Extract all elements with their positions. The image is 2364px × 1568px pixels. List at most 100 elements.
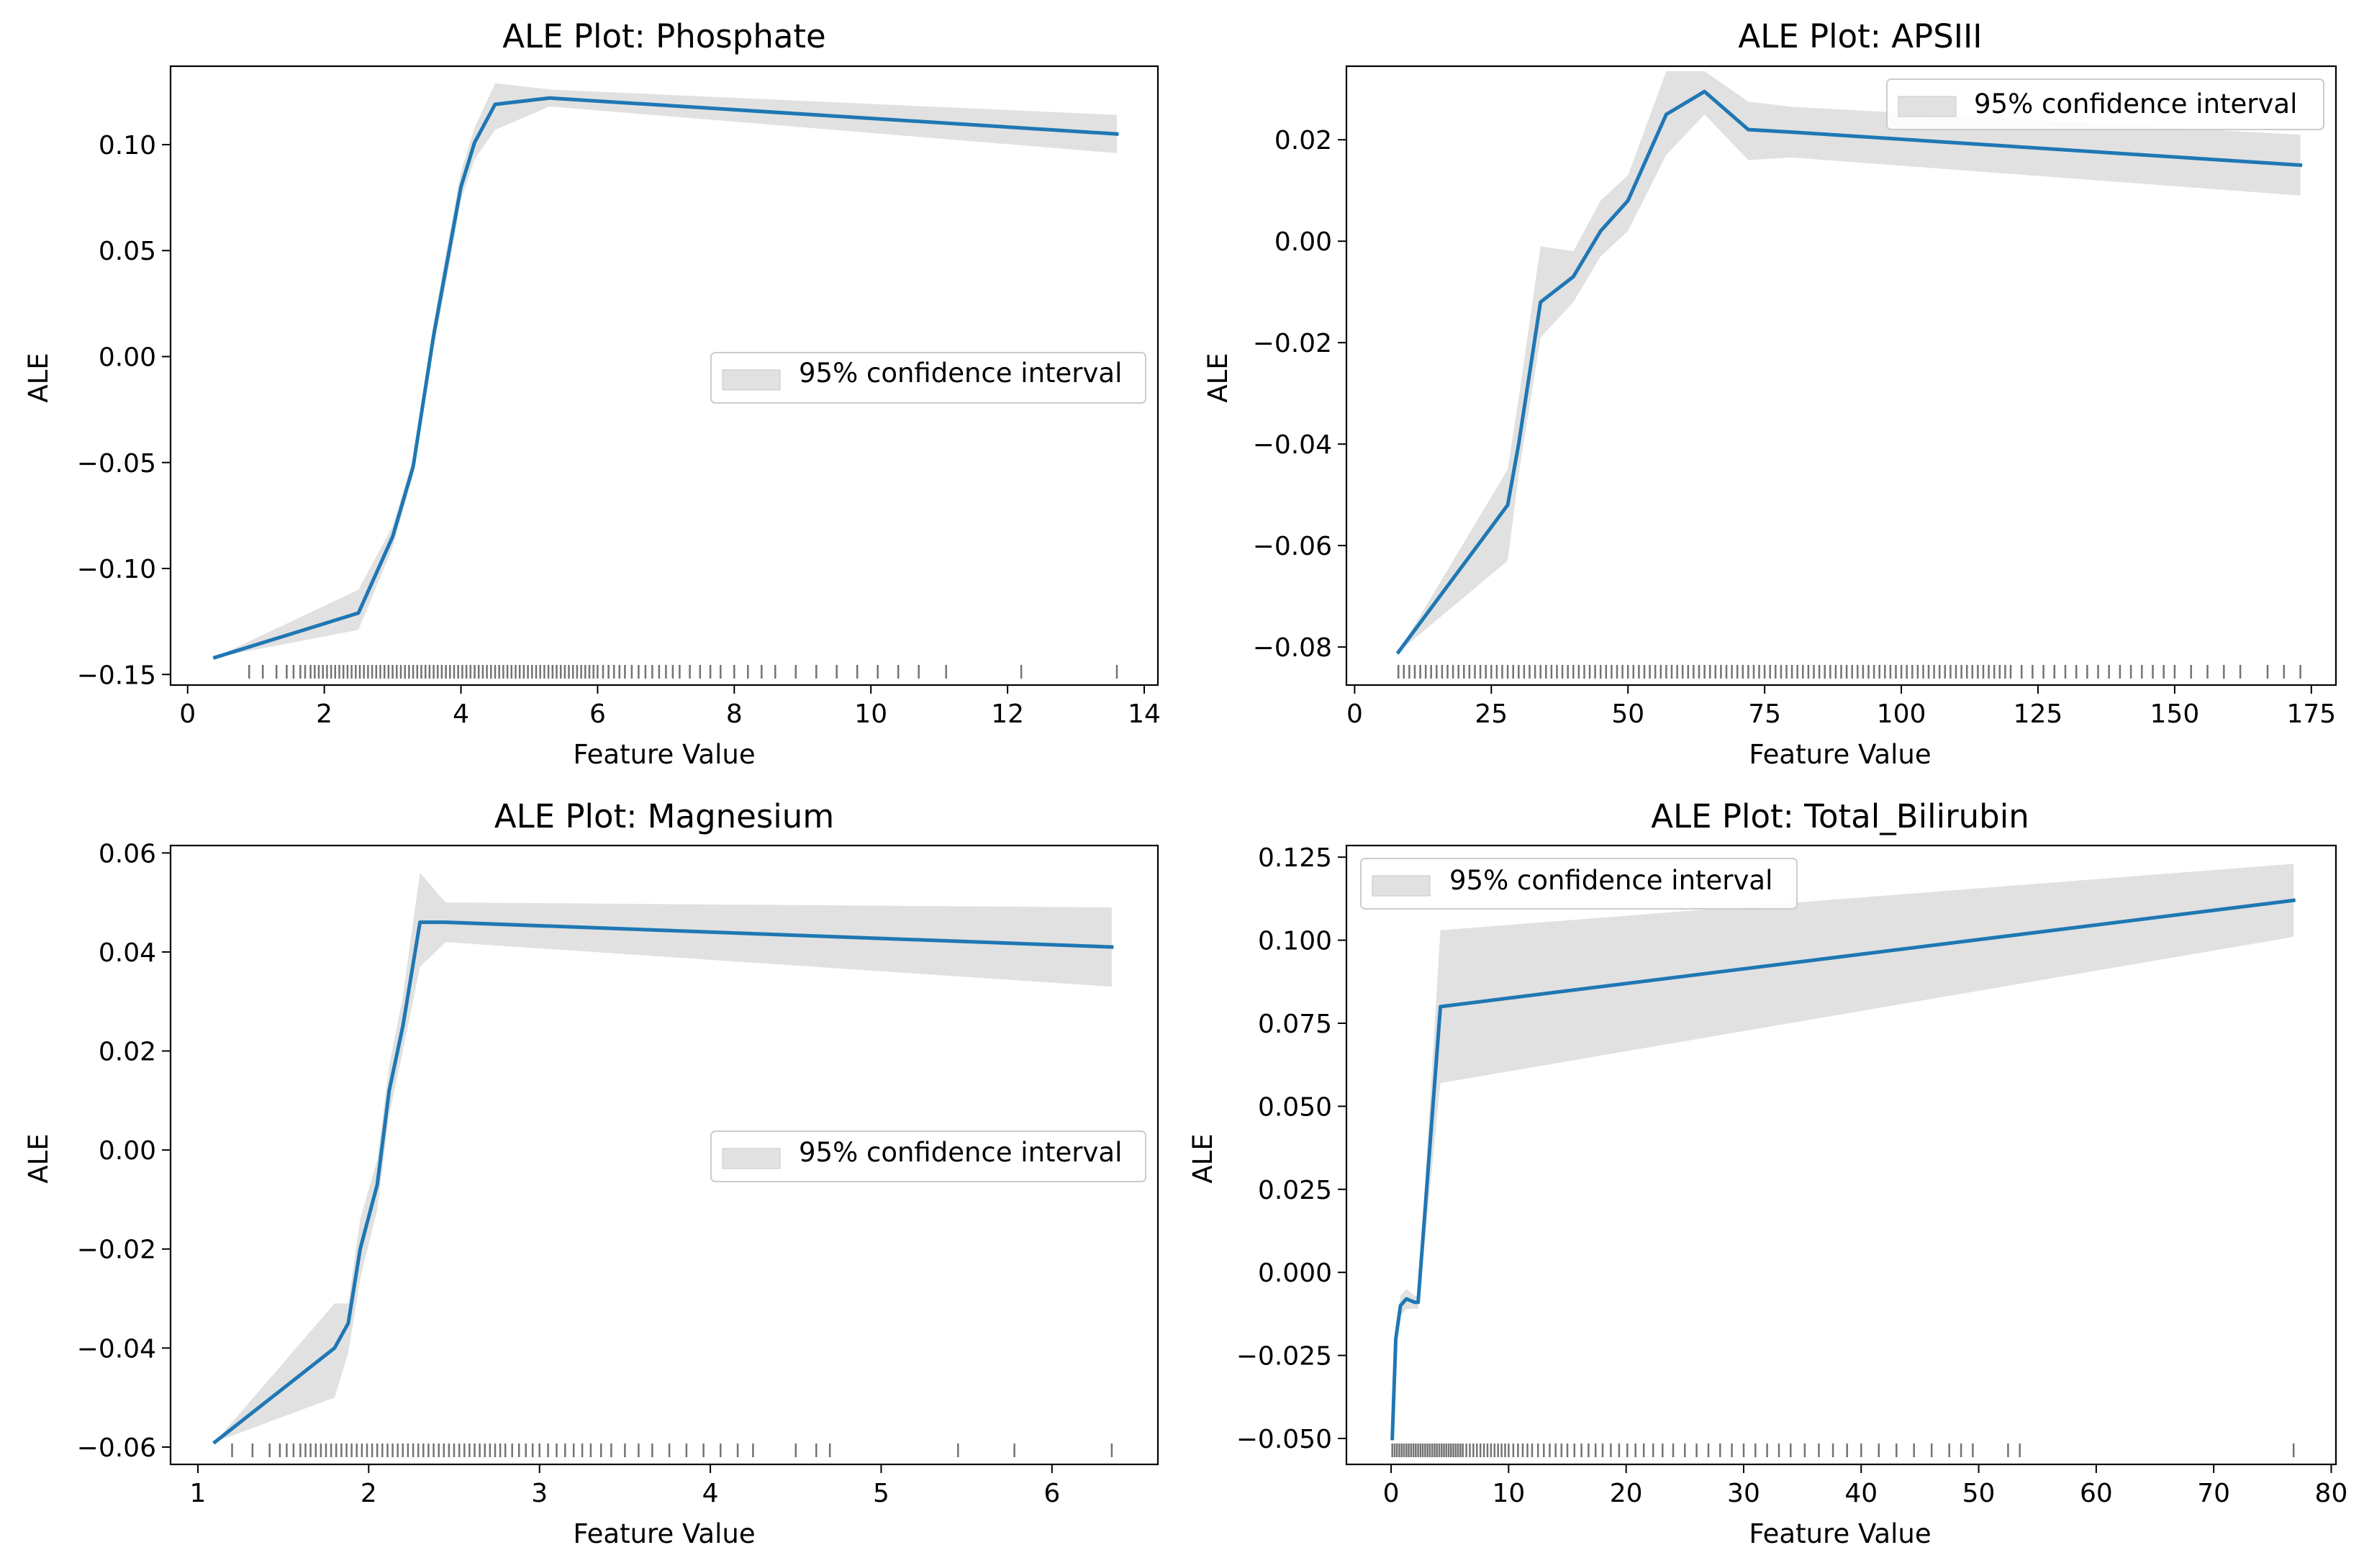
y-axis-label-apsiii: ALE bbox=[1203, 353, 1233, 402]
x-tick-label: 10 bbox=[1492, 1479, 1525, 1508]
y-axis-label-magnesium: ALE bbox=[23, 1133, 54, 1183]
axes-frame-phosphate bbox=[169, 65, 1159, 686]
y-tick-label: 0.00 bbox=[1274, 227, 1332, 257]
x-axis-label-total-bilirubin: Feature Value bbox=[1749, 1518, 1931, 1549]
y-axis-label-total-bilirubin: ALE bbox=[1187, 1133, 1218, 1183]
y-tick-label: 0.050 bbox=[1258, 1092, 1332, 1122]
x-tick-label: 12 bbox=[991, 699, 1024, 729]
y-tick-label: 0.02 bbox=[99, 1038, 156, 1067]
x-tick-label: 60 bbox=[2080, 1479, 2113, 1508]
axes-frame-apsiii bbox=[1345, 65, 2337, 686]
x-tick-label: 1 bbox=[190, 1479, 207, 1508]
x-tick-label: 0 bbox=[179, 699, 196, 729]
y-tick-label: −0.04 bbox=[77, 1334, 156, 1364]
chart-panel-total-bilirubin: 0 10 20 30 40 50 60 70 80 −0.050 −0.025 0.000 0.025 0… bbox=[1236, 843, 2348, 1508]
legend-label-total-bilirubin: 95% confidence interval bbox=[1449, 865, 1772, 896]
y-tick-label: −0.15 bbox=[77, 661, 156, 690]
y-tick-label: −0.050 bbox=[1236, 1425, 1332, 1454]
y-tick-label: −0.06 bbox=[1253, 532, 1332, 561]
x-axis-label-apsiii: Feature Value bbox=[1749, 739, 1931, 770]
y-tick-label: 0.02 bbox=[1274, 126, 1332, 155]
x-tick-label: 50 bbox=[1611, 699, 1644, 729]
legend-label-phosphate: 95% confidence interval bbox=[799, 358, 1122, 389]
x-tick-label: 30 bbox=[1727, 1479, 1760, 1508]
y-tick-label: −0.025 bbox=[1236, 1342, 1332, 1372]
y-tick-label: −0.08 bbox=[1253, 633, 1332, 663]
x-tick-label: 6 bbox=[589, 699, 606, 729]
legend-box-magnesium bbox=[710, 1130, 1146, 1182]
x-tick-label: 6 bbox=[1043, 1479, 1060, 1508]
y-tick-label: 0.000 bbox=[1258, 1259, 1332, 1288]
confidence-band-total-bilirubin bbox=[1392, 864, 2294, 1438]
y-tick-label: −0.10 bbox=[77, 555, 156, 584]
x-tick-label: 125 bbox=[2014, 699, 2063, 729]
y-tick-label: 0.00 bbox=[99, 1136, 156, 1166]
confidence-band-apsiii bbox=[1398, 71, 2301, 653]
y-tick-label: −0.04 bbox=[1253, 430, 1332, 460]
legend-box-phosphate bbox=[710, 352, 1146, 404]
ale-line-magnesium bbox=[212, 920, 1114, 1445]
x-tick-label: 4 bbox=[702, 1479, 719, 1508]
x-tick-label: 0 bbox=[1383, 1479, 1400, 1508]
y-tick-label: 0.04 bbox=[99, 938, 156, 968]
chart-panel-apsiii: 0 25 50 75 100 125 150 175 −0.08 −0.06 −0.04 −0.02 0… bbox=[1253, 65, 2337, 729]
panel-title-apsiii: ALE Plot: APSIII bbox=[1738, 17, 1982, 55]
y-tick-label: 0.00 bbox=[99, 343, 156, 372]
x-tick-label: 3 bbox=[531, 1479, 548, 1508]
panel-title-magnesium: ALE Plot: Magnesium bbox=[494, 797, 834, 835]
panel-title-phosphate: ALE Plot: Phosphate bbox=[502, 17, 826, 55]
x-tick-label: 75 bbox=[1748, 699, 1781, 729]
legend-swatch-apsiii bbox=[1898, 96, 1957, 117]
legend-box-total-bilirubin bbox=[1360, 858, 1798, 910]
y-tick-label: 0.125 bbox=[1258, 843, 1332, 873]
y-tick-label: 0.06 bbox=[99, 839, 156, 869]
x-tick-label: 70 bbox=[2197, 1479, 2230, 1508]
y-tick-label: −0.05 bbox=[77, 449, 156, 479]
legend-label-apsiii: 95% confidence interval bbox=[1974, 89, 2297, 119]
axes-frame-magnesium bbox=[169, 844, 1159, 1466]
legend-swatch-magnesium bbox=[722, 1148, 781, 1169]
x-tick-label: 0 bbox=[1346, 699, 1363, 729]
ale-line-total-bilirubin bbox=[1390, 898, 2296, 1441]
panel-title-total-bilirubin: ALE Plot: Total_Bilirubin bbox=[1651, 797, 2029, 835]
rug-group-magnesium bbox=[231, 1444, 1113, 1457]
y-tick-label: 0.10 bbox=[99, 131, 156, 160]
x-tick-label: 150 bbox=[2150, 699, 2200, 729]
chart-panel-magnesium: 1 2 3 4 5 6 −0.06 −0.04 −0.02 0.00 0.02 0.04 0.06 bbox=[77, 839, 1159, 1508]
confidence-band-phosphate bbox=[214, 83, 1118, 658]
rug-group-total-bilirubin bbox=[1391, 1444, 2295, 1457]
x-tick-label: 80 bbox=[2315, 1479, 2348, 1508]
x-tick-label: 50 bbox=[1962, 1479, 1996, 1508]
legend-box-apsiii bbox=[1886, 78, 2324, 130]
y-tick-label: 0.075 bbox=[1258, 1010, 1332, 1039]
legend-swatch-total-bilirubin bbox=[1372, 875, 1431, 897]
y-tick-label: −0.06 bbox=[77, 1433, 156, 1463]
y-tick-label: 0.100 bbox=[1258, 927, 1332, 956]
plot-layer: 0 2 4 6 8 10 12 14−0.15−0.10−0.050.000.050.100 2… bbox=[77, 65, 2348, 1508]
x-tick-label: 100 bbox=[1877, 699, 1926, 729]
x-tick-label: 5 bbox=[873, 1479, 889, 1508]
x-axis-label-magnesium: Feature Value bbox=[573, 1518, 755, 1549]
x-tick-label: 175 bbox=[2286, 699, 2336, 729]
x-tick-label: 40 bbox=[1844, 1479, 1878, 1508]
y-tick-label: 0.025 bbox=[1258, 1176, 1332, 1205]
x-tick-label: 20 bbox=[1610, 1479, 1643, 1508]
y-axis-label-phosphate: ALE bbox=[23, 353, 54, 402]
confidence-band-magnesium bbox=[214, 872, 1112, 1442]
x-tick-label: 8 bbox=[726, 699, 743, 729]
x-axis-label-phosphate: Feature Value bbox=[573, 739, 755, 770]
chart-panel-phosphate: 0 2 4 6 8 10 12 14 −0.15 −0.10 −0.05 0.00 0.05 0.10 bbox=[77, 65, 1161, 729]
y-tick-label: 0.05 bbox=[99, 237, 156, 266]
y-tick-label: −0.02 bbox=[77, 1236, 156, 1265]
axes-frame-total-bilirubin bbox=[1345, 844, 2337, 1466]
rug-group-phosphate bbox=[248, 665, 1118, 679]
ale-line-phosphate bbox=[212, 96, 1119, 660]
x-tick-label: 2 bbox=[316, 699, 332, 729]
legend-swatch-phosphate bbox=[722, 369, 781, 391]
x-tick-label: 25 bbox=[1475, 699, 1508, 729]
rug-group-apsiii bbox=[1397, 665, 2301, 679]
x-tick-label: 2 bbox=[361, 1479, 377, 1508]
y-tick-label: −0.02 bbox=[1253, 329, 1332, 358]
